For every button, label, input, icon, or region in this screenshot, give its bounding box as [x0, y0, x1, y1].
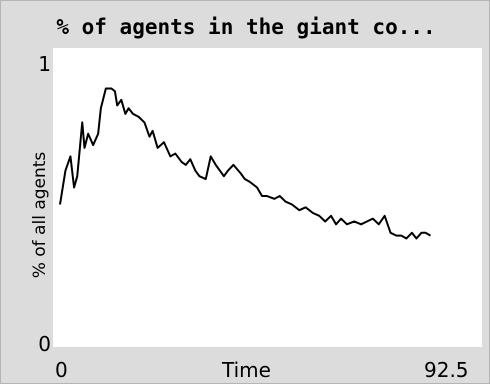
y-axis-title: % of all agents — [30, 151, 50, 279]
x-axis-min-label: 0 — [55, 358, 68, 382]
plot-svg — [59, 87, 432, 240]
plot-area[interactable] — [53, 48, 482, 347]
y-axis-min-label: 0 — [38, 332, 51, 356]
series-line-0 — [59, 87, 432, 240]
x-axis-max-label: 92.5 — [424, 358, 469, 382]
chart-title: % of agents in the giant co... — [56, 15, 436, 39]
y-axis-max-label: 1 — [38, 52, 51, 76]
x-axis-title: Time — [222, 358, 271, 382]
